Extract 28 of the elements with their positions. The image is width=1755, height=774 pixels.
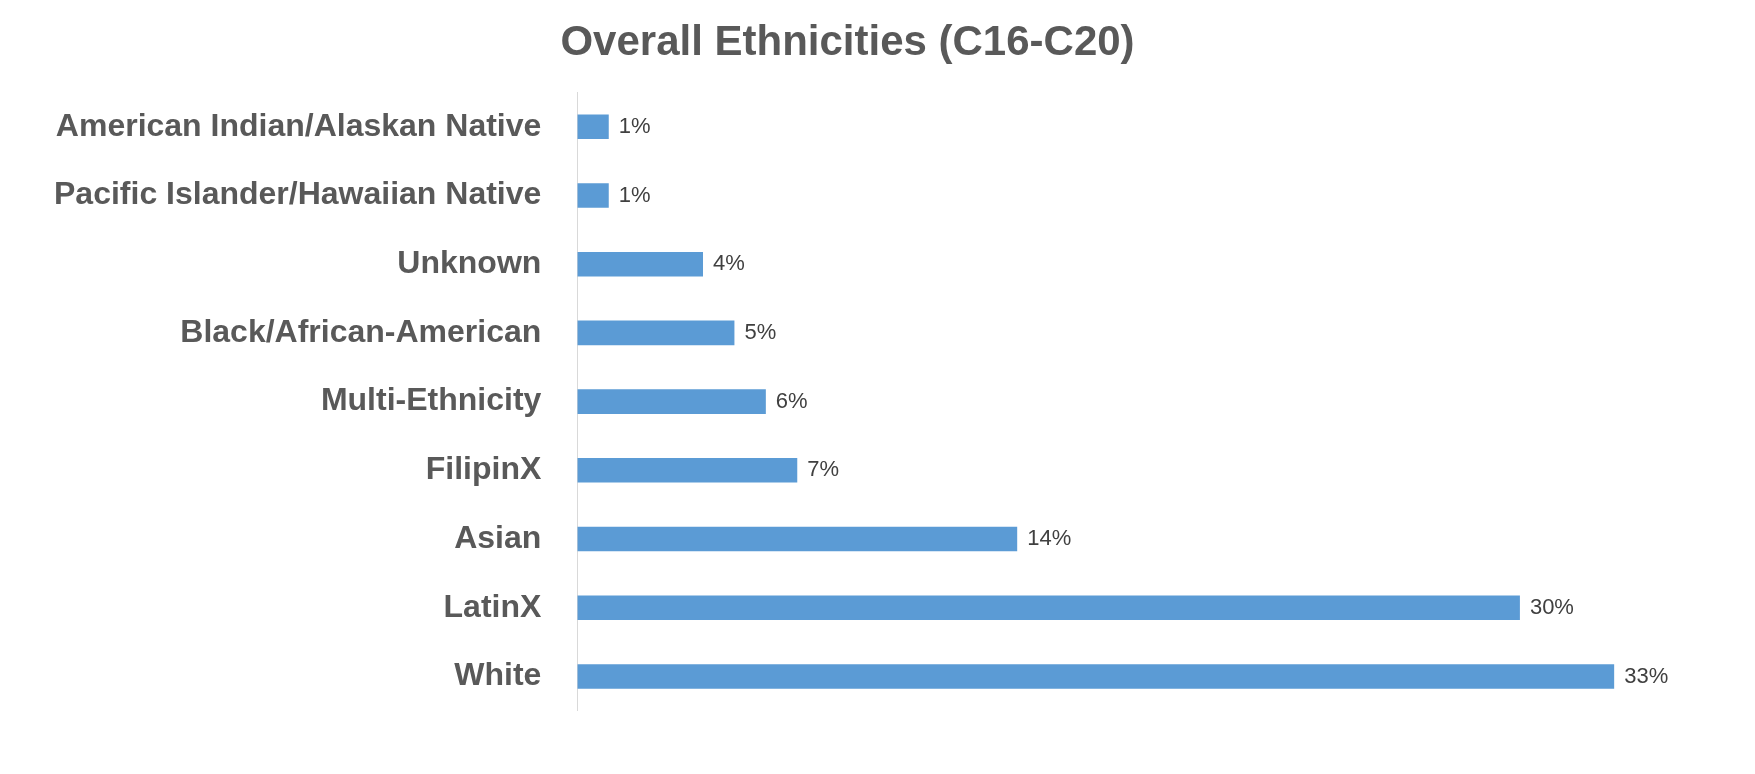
data-label: 6% <box>775 387 808 413</box>
data-label: 5% <box>744 318 777 344</box>
y-tick-label: Black/African-American <box>180 312 542 349</box>
data-label: 7% <box>807 456 840 482</box>
bar <box>577 458 798 483</box>
bar <box>577 251 704 277</box>
data-label: 14% <box>1027 525 1072 551</box>
bar <box>577 595 1520 621</box>
data-label: 1% <box>618 181 651 207</box>
y-tick-label: LatinX <box>443 587 542 624</box>
data-label: 1% <box>618 112 651 138</box>
y-tick-label: American Indian/Alaskan Native <box>55 106 542 143</box>
data-label: 33% <box>1624 662 1669 688</box>
bar <box>577 114 609 140</box>
y-tick-label: FilipinX <box>425 450 542 487</box>
chart-title: Overall Ethnicities (C16-C20) <box>560 16 1135 64</box>
data-label: 30% <box>1529 593 1574 619</box>
y-tick-label: White <box>454 656 542 693</box>
bar <box>577 389 766 414</box>
bar <box>577 664 1615 689</box>
bar <box>577 320 735 346</box>
y-tick-label: Asian <box>454 518 542 555</box>
bar <box>577 183 609 208</box>
bar <box>577 526 1018 552</box>
y-tick-label: Pacific Islander/Hawaiian Native <box>54 175 542 212</box>
y-tick-label: Unknown <box>397 244 542 281</box>
data-label: 4% <box>713 250 745 276</box>
y-tick-label: Multi-Ethnicity <box>320 381 542 418</box>
